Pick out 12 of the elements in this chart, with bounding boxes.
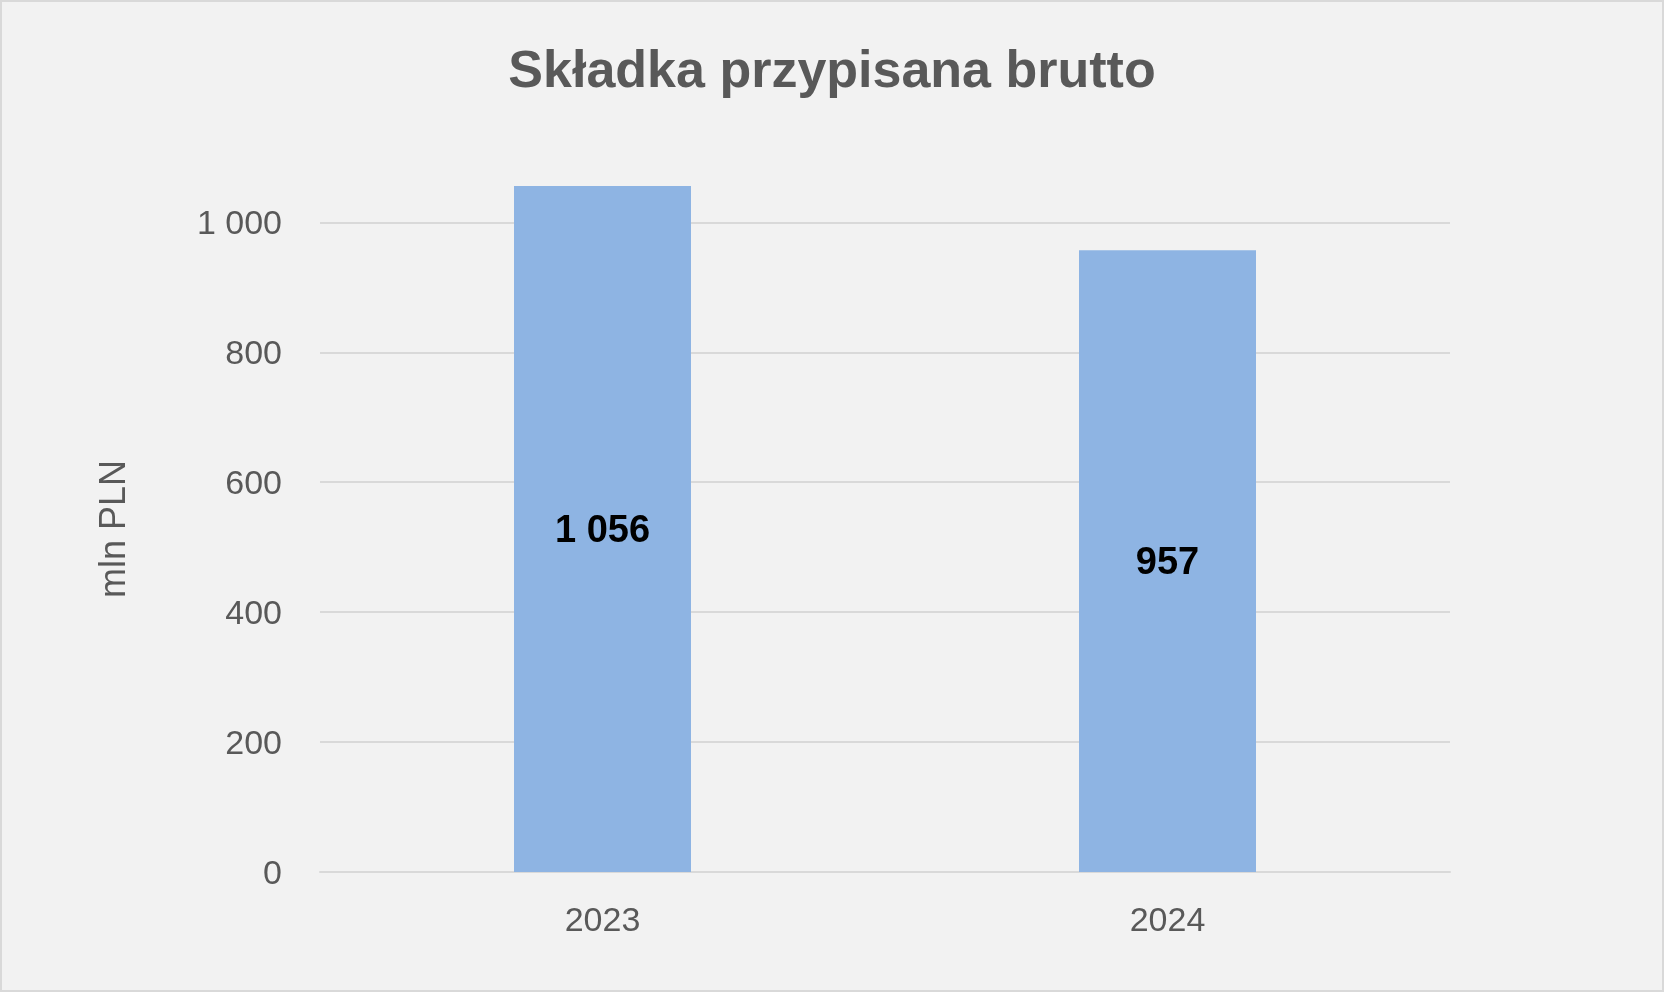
y-tick-label: 0 [263, 853, 282, 891]
data-label: 957 [1135, 540, 1200, 583]
data-label: 1 056 [554, 508, 651, 550]
y-axis-title: mln PLN [91, 459, 133, 599]
y-tick-label: 800 [225, 333, 282, 372]
y-tick-label: 400 [225, 593, 282, 632]
y-tick-label: 600 [225, 463, 282, 502]
x-tick-label: 2023 [564, 900, 641, 938]
x-tick-label: 2024 [1129, 900, 1206, 938]
y-tick-label: 1 000 [196, 203, 282, 242]
y-tick-label: 200 [225, 723, 282, 762]
chart-title: Składka przypisana brutto [508, 40, 1156, 98]
